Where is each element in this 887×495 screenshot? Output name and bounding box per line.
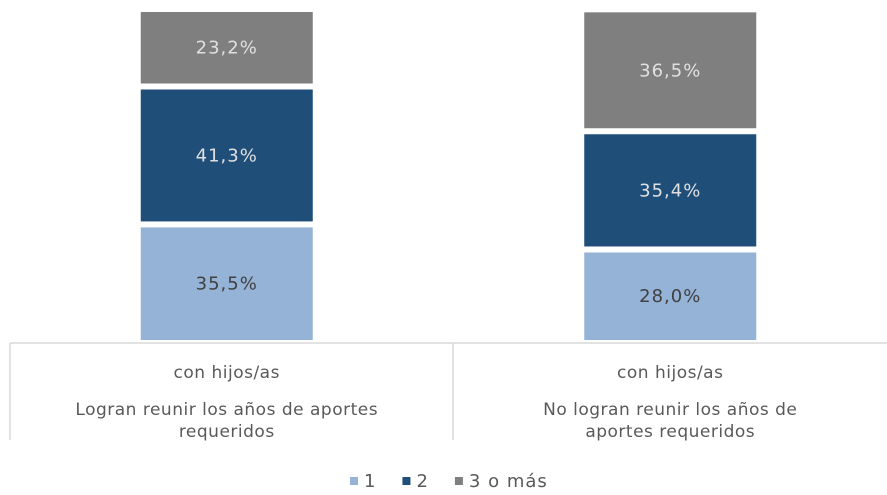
x-sublabel: con hijos/as [173,363,280,383]
data-label: 23,2% [196,38,258,59]
legend-label: 2 [416,471,428,492]
legend-label: 1 [364,471,376,492]
x-sublabel: con hijos/as [617,363,724,383]
data-label: 36,5% [639,60,701,81]
legend-swatch [402,477,411,485]
x-tick-label: Logran reunir los años de aportes requer… [75,400,379,442]
bar-segment [584,12,757,129]
data-label: 28,0% [639,286,701,307]
legend-label: 3 o más [469,471,548,492]
bar-segment [584,134,757,247]
x-tick-label: No logran reunir los años de aportes req… [543,400,798,442]
bar-segment [140,89,313,222]
bar-segment [584,252,757,340]
bar-segment [140,12,313,84]
legend-swatch [454,477,463,485]
data-label: 35,5% [196,274,258,295]
bar-segment [140,227,313,340]
data-label: 41,3% [196,145,258,166]
data-label: 35,4% [639,180,701,201]
legend-swatch [350,477,358,485]
